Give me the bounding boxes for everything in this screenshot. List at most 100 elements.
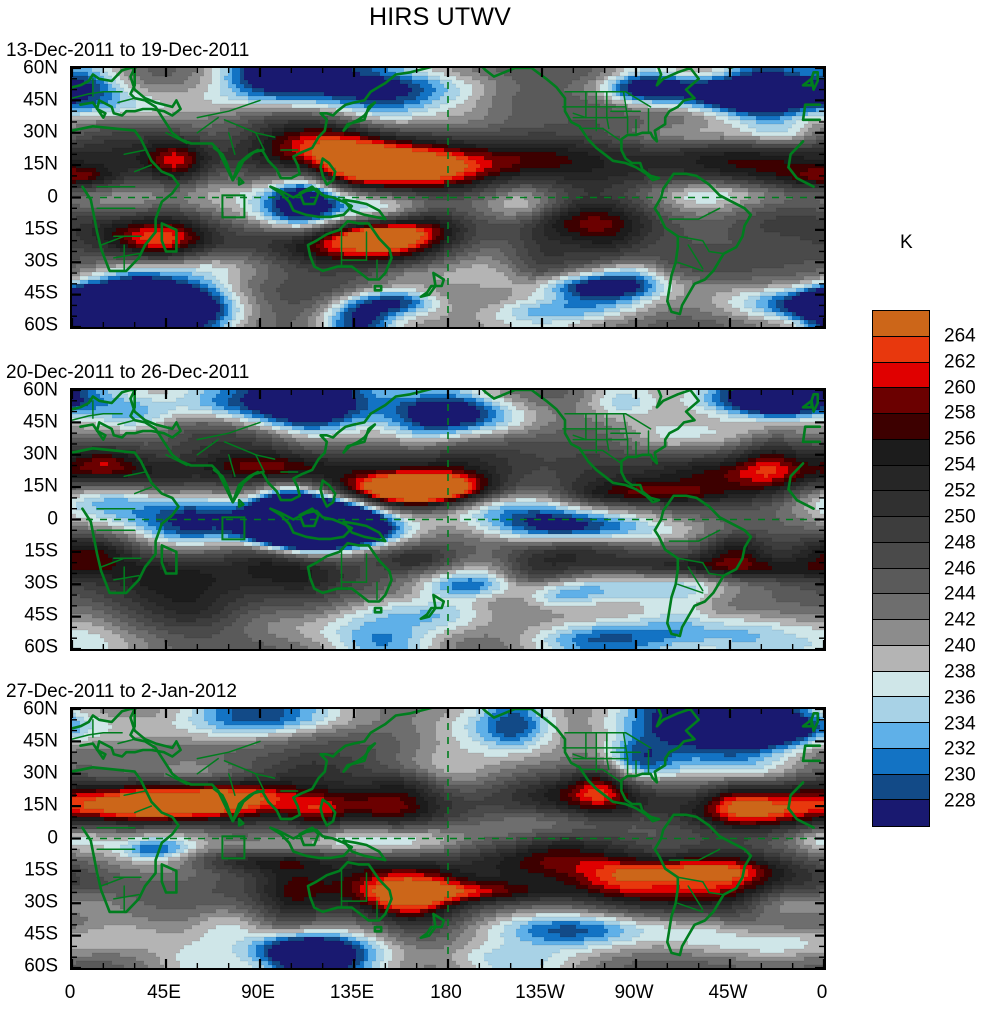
axis-ticks bbox=[72, 709, 824, 968]
reference-gridlines bbox=[72, 68, 824, 327]
colorbar-band bbox=[873, 620, 929, 646]
colorbar-band bbox=[873, 311, 929, 337]
colorbar-band bbox=[873, 697, 929, 723]
y-tick-label: 0 bbox=[47, 508, 58, 529]
colorbar-tick-label: 254 bbox=[944, 454, 976, 476]
colorbar-tick-label: 236 bbox=[944, 687, 976, 709]
coastlines bbox=[72, 68, 822, 316]
y-tick-label: 0 bbox=[47, 186, 58, 207]
colorbar-tick-label: 234 bbox=[944, 713, 976, 735]
colorbar-band bbox=[873, 671, 929, 698]
map-panel-2[interactable] bbox=[70, 388, 826, 651]
colorbar-unit-label: K bbox=[900, 232, 913, 253]
axis-ticks bbox=[72, 68, 824, 327]
colorbar[interactable] bbox=[872, 310, 930, 827]
colorbar-tick-label: 242 bbox=[944, 609, 976, 631]
x-tick-label: 0 bbox=[816, 982, 828, 1003]
colorbar-tick-label: 228 bbox=[944, 790, 976, 812]
reference-gridlines bbox=[72, 390, 824, 649]
colorbar-band bbox=[873, 568, 929, 595]
x-tick-label: 45E bbox=[147, 982, 181, 1003]
y-tick-label: 60S bbox=[24, 636, 58, 658]
region-box-marker bbox=[221, 835, 246, 860]
colorbar-band bbox=[873, 414, 929, 440]
reference-gridlines bbox=[72, 709, 824, 968]
contour-lines bbox=[72, 712, 824, 966]
axis-ticks bbox=[72, 390, 824, 649]
political-borders bbox=[72, 719, 725, 920]
y-tick-label: 45S bbox=[24, 604, 58, 626]
map-panel-3[interactable] bbox=[70, 707, 826, 970]
colorbar-tick-label: 248 bbox=[944, 532, 976, 554]
colorbar-tick-label: 262 bbox=[944, 351, 976, 373]
map-image-2 bbox=[72, 390, 824, 649]
colorbar-band bbox=[873, 774, 929, 801]
x-tick-label: 0 bbox=[64, 982, 76, 1003]
colorbar-tick-labels: 264 262 260 258 256 254 252 250 248 246 244 242 240 2… bbox=[944, 310, 983, 827]
y-tick-label: 30N bbox=[23, 762, 58, 784]
colorbar-tick-label: 238 bbox=[944, 661, 976, 683]
y-tick-label: 45S bbox=[24, 282, 58, 304]
y-axis-labels-2: 60N 45N 30N 15N 0 15S 30S 45S 60S bbox=[0, 381, 58, 657]
contour-field bbox=[72, 68, 824, 327]
y-tick-label: 30S bbox=[24, 572, 58, 594]
panel-title-2: 20-Dec-2011 to 26-Dec-2011 bbox=[6, 362, 250, 383]
colorbar-band bbox=[873, 748, 929, 775]
colorbar-tick-label: 240 bbox=[944, 635, 976, 657]
y-axis-labels-3: 60N 45N 30N 15N 0 15S 30S 45S 60S bbox=[0, 700, 58, 976]
x-tick-label: 45W bbox=[708, 982, 748, 1003]
map-panel-1[interactable] bbox=[70, 66, 826, 329]
colorbar-tick-label: 252 bbox=[944, 480, 976, 502]
y-tick-label: 30S bbox=[24, 891, 58, 913]
y-tick-label: 15N bbox=[23, 153, 58, 175]
y-tick-label: 60S bbox=[24, 314, 58, 336]
y-tick-label: 60N bbox=[23, 698, 58, 720]
y-tick-label: 30N bbox=[23, 443, 58, 465]
colorbar-band bbox=[873, 594, 929, 620]
coastlines bbox=[72, 390, 822, 638]
y-tick-label: 60N bbox=[23, 57, 58, 79]
x-tick-label: 180 bbox=[430, 982, 462, 1003]
political-borders bbox=[72, 400, 725, 601]
colorbar-band bbox=[873, 465, 929, 492]
x-tick-label: 135E bbox=[329, 982, 375, 1003]
colorbar-band bbox=[873, 362, 929, 389]
colorbar-band bbox=[873, 439, 929, 466]
y-tick-label: 45N bbox=[23, 411, 58, 433]
map-image-3 bbox=[72, 709, 824, 968]
map-image-1 bbox=[72, 68, 824, 327]
region-box-marker bbox=[221, 194, 246, 219]
region-box-marker bbox=[221, 516, 246, 541]
contour-field bbox=[72, 709, 824, 968]
y-tick-label: 60N bbox=[23, 379, 58, 401]
colorbar-band bbox=[873, 388, 929, 414]
page-title: HIRS UTWV bbox=[368, 3, 512, 31]
colorbar-band bbox=[873, 800, 929, 826]
y-axis-labels-1: 60N 45N 30N 15N 0 15S 30S 45S 60S bbox=[0, 59, 58, 335]
y-tick-label: 15N bbox=[23, 475, 58, 497]
colorbar-band bbox=[873, 336, 929, 363]
x-tick-label: 90E bbox=[241, 982, 275, 1003]
y-tick-label: 30N bbox=[23, 121, 58, 143]
colorbar-tick-label: 244 bbox=[944, 583, 976, 605]
colorbar-tick-label: 246 bbox=[944, 558, 976, 579]
colorbar-band bbox=[873, 491, 929, 517]
y-tick-label: 30S bbox=[24, 250, 58, 272]
y-tick-label: 45N bbox=[23, 730, 58, 752]
colorbar-tick-label: 256 bbox=[944, 428, 976, 450]
x-axis-labels: 0 45E 90E 135E 180 135W 90W 45W 0 bbox=[65, 982, 828, 1009]
colorbar-tick-label: 260 bbox=[944, 377, 976, 399]
x-tick-label: 90W bbox=[614, 982, 654, 1003]
y-tick-label: 15S bbox=[24, 540, 58, 562]
colorbar-tick-label: 264 bbox=[944, 325, 976, 347]
colorbar-tick-label: 232 bbox=[944, 738, 976, 760]
colorbar-tick-label: 250 bbox=[944, 506, 976, 528]
colorbar-band bbox=[873, 723, 929, 749]
y-tick-label: 45S bbox=[24, 923, 58, 945]
political-borders bbox=[72, 78, 725, 279]
y-tick-label: 0 bbox=[47, 827, 58, 848]
y-tick-label: 15S bbox=[24, 859, 58, 881]
y-tick-label: 60S bbox=[24, 955, 58, 977]
colorbar-tick-label: 258 bbox=[944, 402, 976, 424]
